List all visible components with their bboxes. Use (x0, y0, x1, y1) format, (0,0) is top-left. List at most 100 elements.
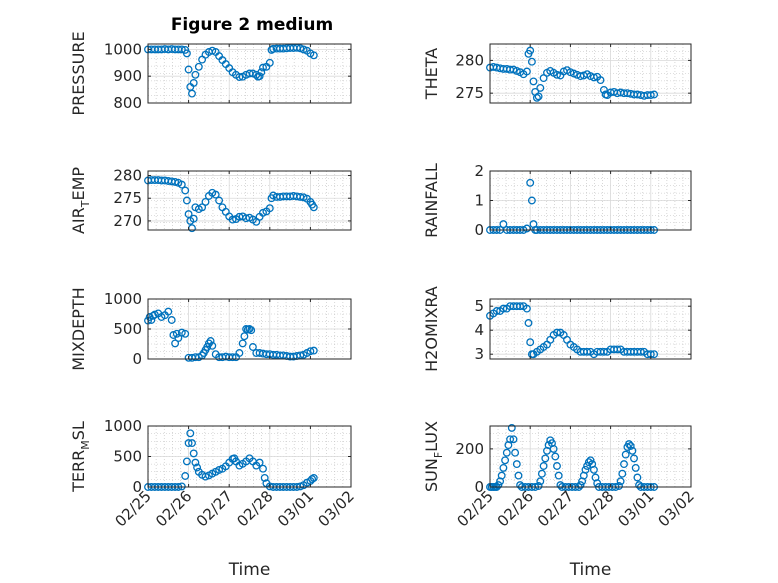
y-tick-label: 4 (474, 321, 484, 339)
data-point (553, 70, 561, 79)
data-point (265, 58, 274, 67)
data-point (191, 458, 200, 467)
data-point (309, 51, 318, 60)
data-point (532, 93, 541, 102)
y-axis-label: PRESSURE (69, 31, 88, 115)
data-point (177, 328, 186, 337)
data-point (534, 482, 543, 490)
y-tick-label: 0 (132, 350, 142, 368)
axes-box (489, 298, 692, 360)
data-point (583, 462, 592, 470)
data-point (184, 439, 193, 448)
y-tick-label: 500 (113, 448, 142, 466)
data-point (553, 328, 561, 337)
subplot-rainfall: 0 1 2 RAINFALL (422, 162, 692, 239)
data-point (501, 456, 510, 465)
y-axis-label: AIRTEMP (69, 167, 92, 234)
data-point (492, 307, 501, 315)
data-point (208, 341, 217, 350)
data-point (502, 448, 511, 457)
data-point (182, 196, 191, 205)
data-point (201, 197, 210, 206)
data-point (240, 332, 249, 341)
axes-box (147, 170, 352, 231)
data-point (255, 72, 264, 81)
data-point (506, 435, 515, 444)
data-point (186, 429, 195, 438)
data-point (522, 304, 531, 313)
data-point (306, 347, 315, 356)
y-tick-label: 900 (113, 67, 142, 85)
data-point (616, 477, 625, 486)
data-point (189, 78, 198, 87)
data-point (514, 471, 523, 480)
data-point (556, 481, 565, 490)
subplot-terr_msl: 0500100002/2502/2602/2702/2803/0103/02Ti… (69, 417, 358, 580)
y-tick-label: 0 (132, 478, 142, 496)
data-point (259, 63, 267, 72)
data-point (238, 339, 247, 348)
data-point (529, 77, 538, 86)
data-point (259, 464, 267, 473)
data-point (308, 475, 317, 484)
data-point (215, 196, 224, 205)
data-point (211, 190, 220, 199)
y-axis-label: MIXDEPTH (69, 287, 88, 370)
axes-box (489, 425, 692, 488)
y-tick-label: 1000 (104, 290, 142, 308)
data-point (581, 465, 590, 474)
data-point (625, 440, 633, 449)
data-point (309, 203, 318, 212)
data-point (206, 337, 215, 345)
data-point (309, 346, 318, 355)
data-point (177, 482, 186, 491)
data-point (650, 350, 659, 359)
data-point (583, 347, 592, 356)
data-point (228, 215, 237, 224)
axes-box (489, 43, 692, 104)
data-point (494, 481, 503, 490)
data-point (296, 44, 305, 53)
data-point (526, 178, 535, 187)
y-tick-label: 500 (113, 320, 142, 338)
data-point (167, 316, 176, 324)
data-point (633, 473, 642, 482)
data-point (189, 449, 198, 458)
data-point (189, 214, 198, 223)
series-pressure (144, 43, 318, 98)
x-tick-label: 03/02 (655, 487, 698, 530)
series-mixdepth (144, 307, 318, 362)
y-tick-label: 1000 (104, 417, 142, 435)
data-point (235, 73, 244, 81)
x-tick-label: 02/27 (193, 487, 236, 530)
data-point (549, 444, 558, 453)
data-point (181, 472, 190, 480)
data-point (507, 423, 516, 432)
data-point (172, 329, 181, 338)
data-point (615, 482, 623, 490)
data-point (499, 220, 508, 229)
x-tick-label: 03/02 (315, 487, 358, 530)
data-point (511, 448, 520, 457)
data-point (576, 481, 585, 490)
y-axis-label: RAINFALL (422, 163, 441, 238)
data-point (635, 481, 644, 490)
y-axis-label: SUNFLUX (422, 421, 445, 492)
subplot-theta: 275 280 THETA (422, 43, 692, 104)
data-point (193, 463, 202, 472)
data-point (260, 473, 269, 482)
data-point (628, 446, 637, 455)
data-point (599, 347, 608, 356)
data-point (554, 471, 563, 480)
y-tick-label: 0 (474, 221, 484, 239)
data-point (150, 310, 159, 319)
data-point (618, 469, 627, 478)
data-point (534, 92, 543, 101)
data-point (188, 89, 196, 98)
figure-title: Figure 2 medium (171, 15, 333, 35)
data-point (620, 460, 628, 469)
data-point (171, 177, 180, 186)
y-axis-label: THETA (422, 48, 441, 100)
y-axis-label: H2OMIXRA (422, 286, 441, 372)
